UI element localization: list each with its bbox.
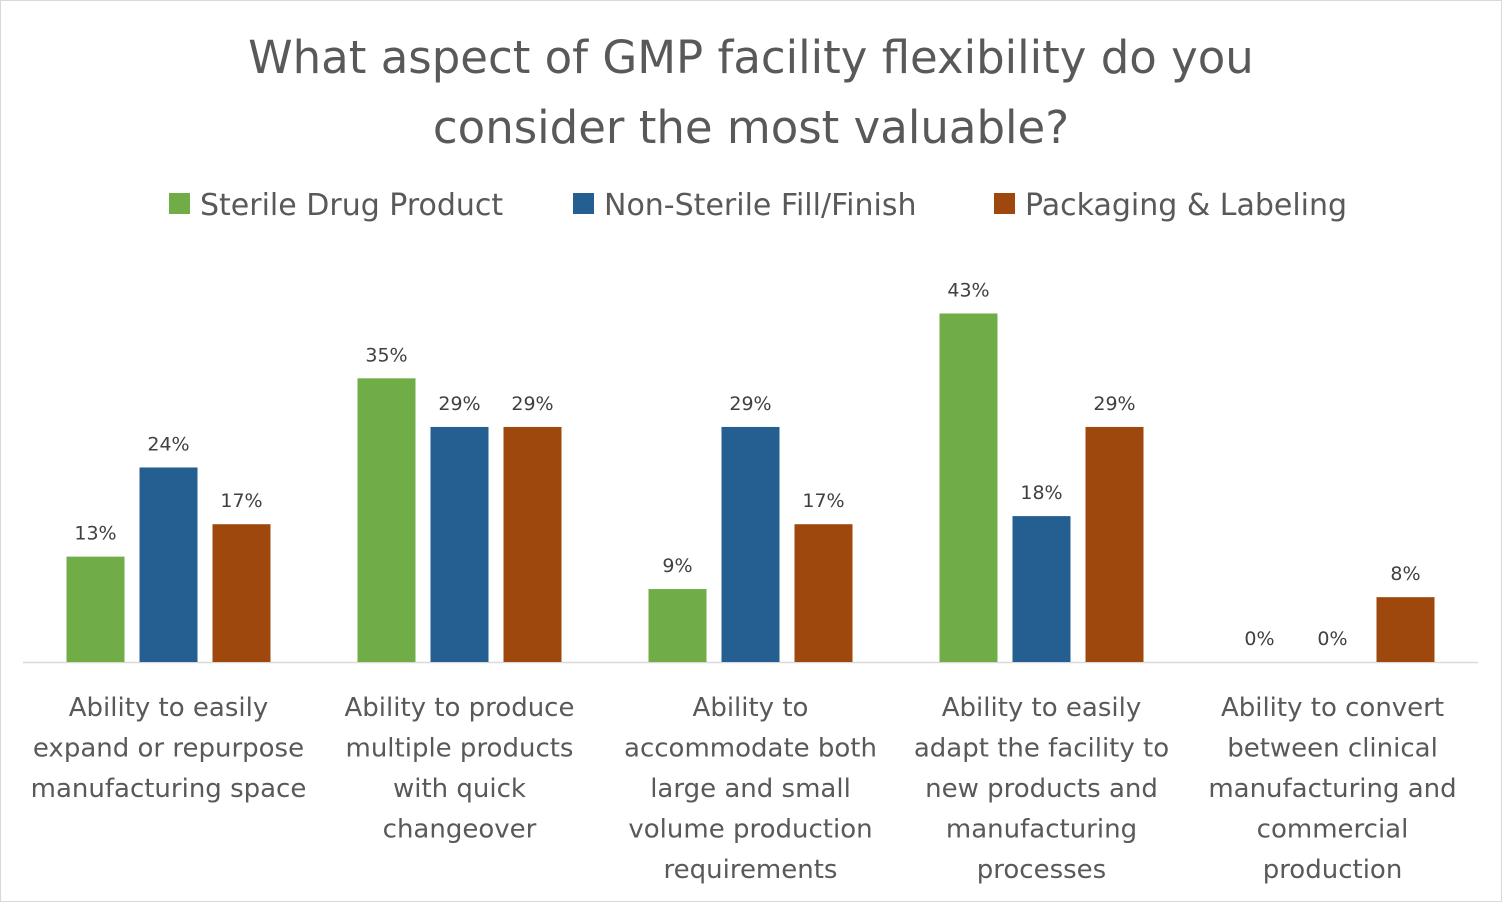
data-label-series3-cat1: 17% <box>220 490 262 512</box>
data-label-series3-cat2: 29% <box>511 393 553 415</box>
bar-series3-cat1 <box>212 524 271 662</box>
category-label-3-line-2: accommodate both <box>624 734 877 764</box>
category-label-3-line-1: Ability to <box>693 693 809 723</box>
category-label-5-line-4: commercial <box>1257 815 1409 845</box>
bar-series2-cat1 <box>139 467 198 662</box>
chart-title-line-1: What aspect of GMP facility flexibility … <box>248 31 1254 84</box>
category-label-5-line-2: between clinical <box>1227 734 1438 764</box>
legend-label-3: Packaging & Labeling <box>1025 188 1347 223</box>
bar-series3-cat2 <box>503 426 562 662</box>
category-label-1-line-3: manufacturing space <box>31 774 307 804</box>
legend-label-2: Non-Sterile Fill/Finish <box>604 188 916 223</box>
bar-series1-cat4 <box>939 313 998 662</box>
category-label-1-line-2: expand or repurpose <box>33 734 304 764</box>
category-label-4-line-4: manufacturing <box>946 815 1137 845</box>
bar-series3-cat5 <box>1376 597 1435 662</box>
data-label-series1-cat5: 0% <box>1244 628 1274 650</box>
category-label-4-line-1: Ability to easily <box>942 693 1141 723</box>
data-label-series1-cat2: 35% <box>365 344 407 366</box>
data-label-series2-cat5: 0% <box>1317 628 1347 650</box>
bar-series1-cat3 <box>648 589 707 662</box>
bar-series2-cat3 <box>721 426 780 662</box>
bar-series2-cat4 <box>1012 516 1071 662</box>
category-label-4-line-3: new products and <box>925 774 1158 804</box>
chart-title-line-2: consider the most valuable? <box>433 101 1069 154</box>
data-label-series2-cat1: 24% <box>147 433 189 455</box>
legend-swatch-3 <box>994 193 1015 214</box>
category-label-4-line-2: adapt the facility to <box>914 734 1169 764</box>
category-label-3-line-3: large and small <box>650 774 851 804</box>
data-label-series3-cat3: 17% <box>802 490 844 512</box>
bar-series1-cat1 <box>66 556 125 662</box>
category-label-3-line-4: volume production <box>628 815 872 845</box>
category-label-5-line-5: production <box>1263 855 1403 885</box>
data-label-series2-cat3: 29% <box>729 393 771 415</box>
data-label-series1-cat3: 9% <box>662 555 692 577</box>
category-label-2-line-4: changeover <box>383 815 537 845</box>
legend-swatch-1 <box>169 193 190 214</box>
category-label-3-line-5: requirements <box>664 855 838 885</box>
category-label-4-line-5: processes <box>977 855 1106 885</box>
category-label-2-line-2: multiple products <box>346 734 574 764</box>
category-label-2-line-3: with quick <box>393 774 526 804</box>
bar-series3-cat3 <box>794 524 853 662</box>
data-label-series3-cat5: 8% <box>1390 563 1420 585</box>
category-label-1-line-1: Ability to easily <box>69 693 268 723</box>
legend-swatch-2 <box>573 193 594 214</box>
bar-series3-cat4 <box>1085 426 1144 662</box>
bar-series1-cat2 <box>357 378 416 662</box>
data-label-series1-cat4: 43% <box>947 279 989 301</box>
category-label-5-line-3: manufacturing and <box>1208 774 1456 804</box>
data-label-series1-cat1: 13% <box>74 523 116 545</box>
category-label-2-line-1: Ability to produce <box>345 693 575 723</box>
legend-label-1: Sterile Drug Product <box>200 188 503 223</box>
category-label-5-line-1: Ability to convert <box>1221 693 1444 723</box>
data-label-series2-cat4: 18% <box>1020 482 1062 504</box>
data-label-series3-cat4: 29% <box>1093 393 1135 415</box>
bar-series2-cat2 <box>430 426 489 662</box>
data-label-series2-cat2: 29% <box>438 393 480 415</box>
